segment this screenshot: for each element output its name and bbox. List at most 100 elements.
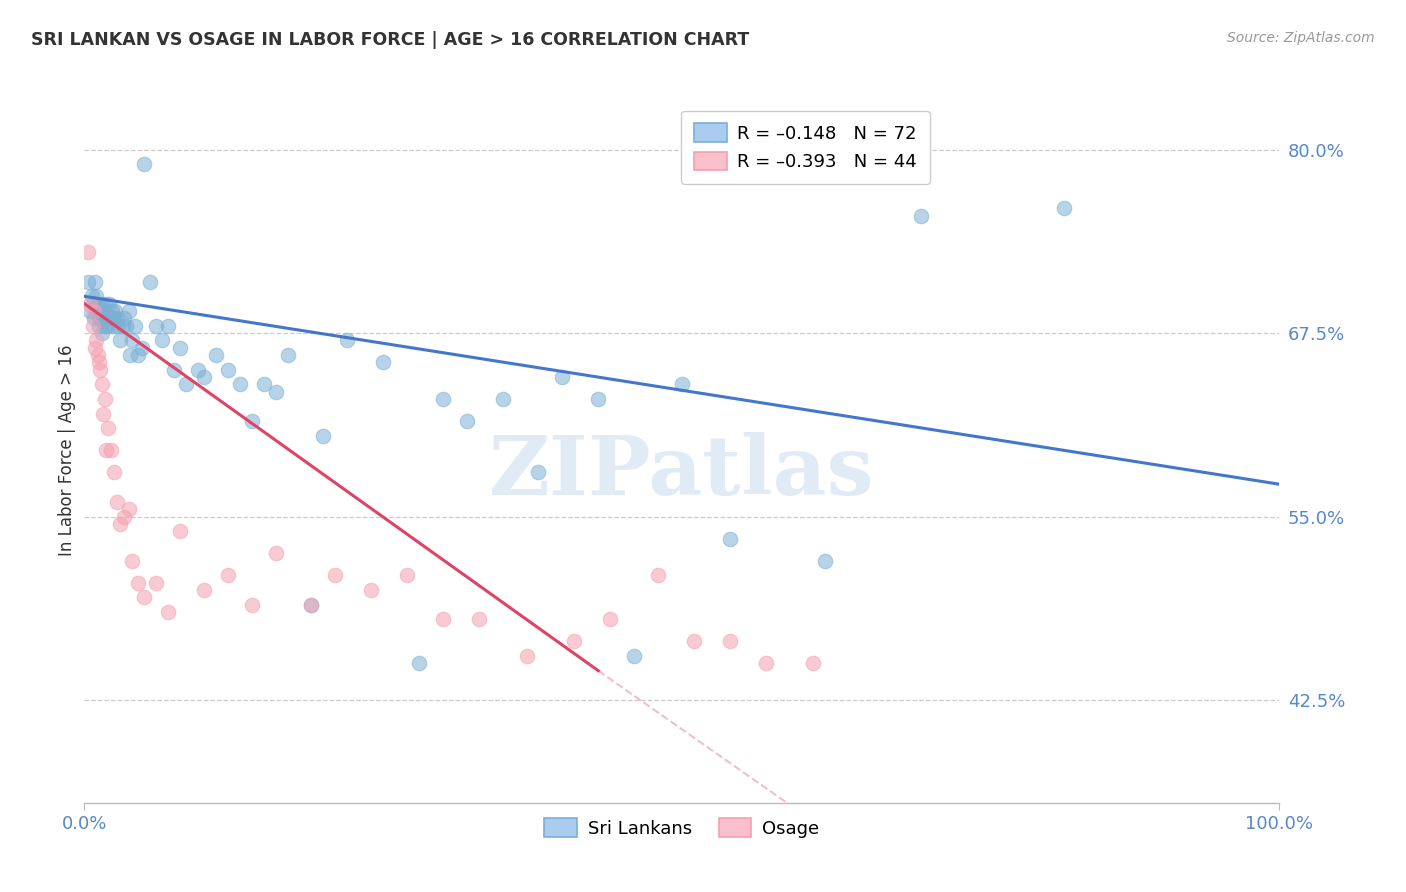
Point xyxy=(132,157,156,171)
Legend: Sri Lankans, Osage: Sri Lankans, Osage xyxy=(536,809,828,847)
Point xyxy=(217,568,239,582)
Point xyxy=(79,304,101,318)
Point xyxy=(105,495,128,509)
Point xyxy=(301,598,323,612)
Point xyxy=(551,370,574,384)
Point xyxy=(94,296,117,310)
Point xyxy=(82,318,104,333)
Point xyxy=(127,348,149,362)
Point xyxy=(110,516,132,531)
Point xyxy=(127,575,149,590)
Point xyxy=(91,326,114,340)
Point xyxy=(89,362,111,376)
Point xyxy=(86,334,108,348)
Point xyxy=(193,582,215,597)
Point xyxy=(205,348,228,362)
Point xyxy=(82,296,104,310)
Point xyxy=(264,546,287,560)
Point xyxy=(169,524,191,539)
Point xyxy=(564,634,586,648)
Point xyxy=(814,553,837,567)
Point xyxy=(93,304,115,318)
Point xyxy=(89,304,111,318)
Point xyxy=(121,553,143,567)
Point xyxy=(87,311,110,326)
Point xyxy=(432,392,454,406)
Point xyxy=(492,392,515,406)
Point xyxy=(1053,201,1076,215)
Point xyxy=(169,341,191,355)
Point xyxy=(527,466,550,480)
Point xyxy=(117,502,139,516)
Point xyxy=(456,414,478,428)
Point xyxy=(79,296,101,310)
Point xyxy=(117,304,139,318)
Point xyxy=(110,334,132,348)
Point xyxy=(145,575,167,590)
Point xyxy=(107,318,129,333)
Point xyxy=(163,362,186,376)
Point xyxy=(360,582,382,597)
Point xyxy=(588,392,610,406)
Point xyxy=(101,318,124,333)
Point xyxy=(647,568,669,582)
Point xyxy=(253,377,276,392)
Point xyxy=(910,209,932,223)
Point xyxy=(111,318,134,333)
Point xyxy=(83,311,105,326)
Point xyxy=(396,568,419,582)
Point xyxy=(139,275,162,289)
Point xyxy=(277,348,299,362)
Point xyxy=(174,377,197,392)
Point xyxy=(118,348,141,362)
Point xyxy=(755,657,778,671)
Point xyxy=(86,348,108,362)
Point xyxy=(718,532,741,546)
Point xyxy=(187,362,209,376)
Point xyxy=(131,341,153,355)
Point xyxy=(671,377,693,392)
Point xyxy=(80,289,103,303)
Point xyxy=(121,334,143,348)
Point xyxy=(83,304,105,318)
Point xyxy=(104,304,127,318)
Point xyxy=(93,392,115,406)
Point xyxy=(432,612,454,626)
Point xyxy=(193,370,215,384)
Point xyxy=(145,318,167,333)
Point xyxy=(77,275,100,289)
Point xyxy=(101,304,124,318)
Point xyxy=(100,443,122,458)
Point xyxy=(373,355,395,369)
Point xyxy=(157,605,180,619)
Point xyxy=(93,407,115,421)
Point xyxy=(264,384,287,399)
Point xyxy=(86,296,108,310)
Point xyxy=(98,296,121,310)
Point xyxy=(84,341,107,355)
Point xyxy=(103,466,125,480)
Point xyxy=(87,355,110,369)
Point xyxy=(103,311,125,326)
Text: ZIPatlas: ZIPatlas xyxy=(489,432,875,512)
Point xyxy=(325,568,347,582)
Point xyxy=(623,648,645,663)
Point xyxy=(94,443,117,458)
Point xyxy=(112,311,135,326)
Point xyxy=(91,296,114,310)
Point xyxy=(93,318,115,333)
Point xyxy=(157,318,180,333)
Point xyxy=(468,612,491,626)
Point xyxy=(100,311,122,326)
Text: Source: ZipAtlas.com: Source: ZipAtlas.com xyxy=(1227,31,1375,45)
Point xyxy=(115,318,138,333)
Point xyxy=(87,318,110,333)
Point xyxy=(97,318,120,333)
Point xyxy=(90,311,112,326)
Point xyxy=(91,377,114,392)
Point xyxy=(229,377,252,392)
Point xyxy=(112,509,135,524)
Point xyxy=(150,334,173,348)
Point xyxy=(516,648,538,663)
Point xyxy=(718,634,741,648)
